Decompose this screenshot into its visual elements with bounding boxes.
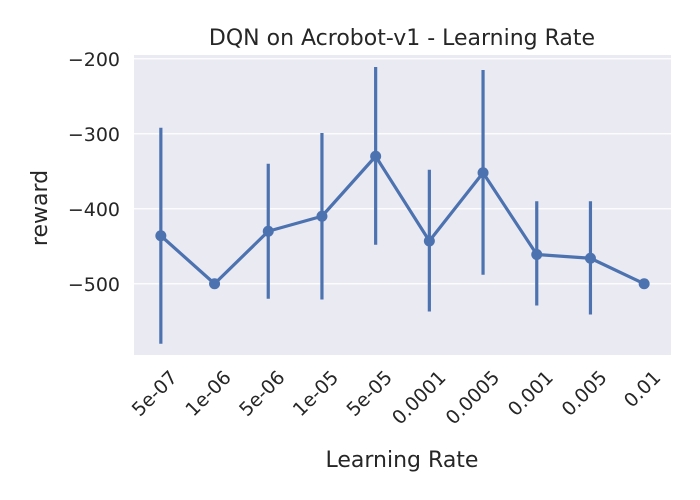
x-tick-label: 0.0001 xyxy=(388,367,451,430)
series-line xyxy=(159,154,645,286)
data-points xyxy=(155,150,650,290)
data-point xyxy=(584,252,596,264)
data-point xyxy=(155,230,167,242)
x-tick-label: 1e-05 xyxy=(289,367,343,421)
data-point xyxy=(423,235,435,247)
y-tick-label: −400 xyxy=(68,199,120,221)
grid xyxy=(134,58,671,285)
data-point xyxy=(638,278,650,290)
x-tick-label: 0.0005 xyxy=(442,367,505,430)
y-axis-label: reward xyxy=(28,170,53,246)
x-tick-label: 5e-07 xyxy=(128,367,182,421)
y-tick-label: −200 xyxy=(68,49,120,71)
data-point xyxy=(477,167,489,179)
plot-area xyxy=(134,55,671,355)
x-axis-label: Learning Rate xyxy=(326,448,479,473)
data-point xyxy=(531,249,543,260)
x-tick-label: 1e-06 xyxy=(181,367,235,421)
x-tick-label: 0.01 xyxy=(620,367,665,412)
x-tick-label: 0.005 xyxy=(558,367,612,421)
y-tick-labels: −200 −300 −400 −500 xyxy=(68,49,120,296)
y-tick-label: −500 xyxy=(68,274,120,296)
data-point xyxy=(316,210,328,222)
chart-title: DQN on Acrobot-v1 - Learning Rate xyxy=(209,26,595,51)
x-tick-label: 5e-06 xyxy=(235,367,289,421)
series-line-layer xyxy=(159,154,645,286)
y-tick-label: −300 xyxy=(68,124,120,146)
x-tick-label: 0.001 xyxy=(504,367,558,421)
data-point xyxy=(209,278,221,290)
data-point xyxy=(262,225,274,237)
data-point xyxy=(370,150,382,162)
